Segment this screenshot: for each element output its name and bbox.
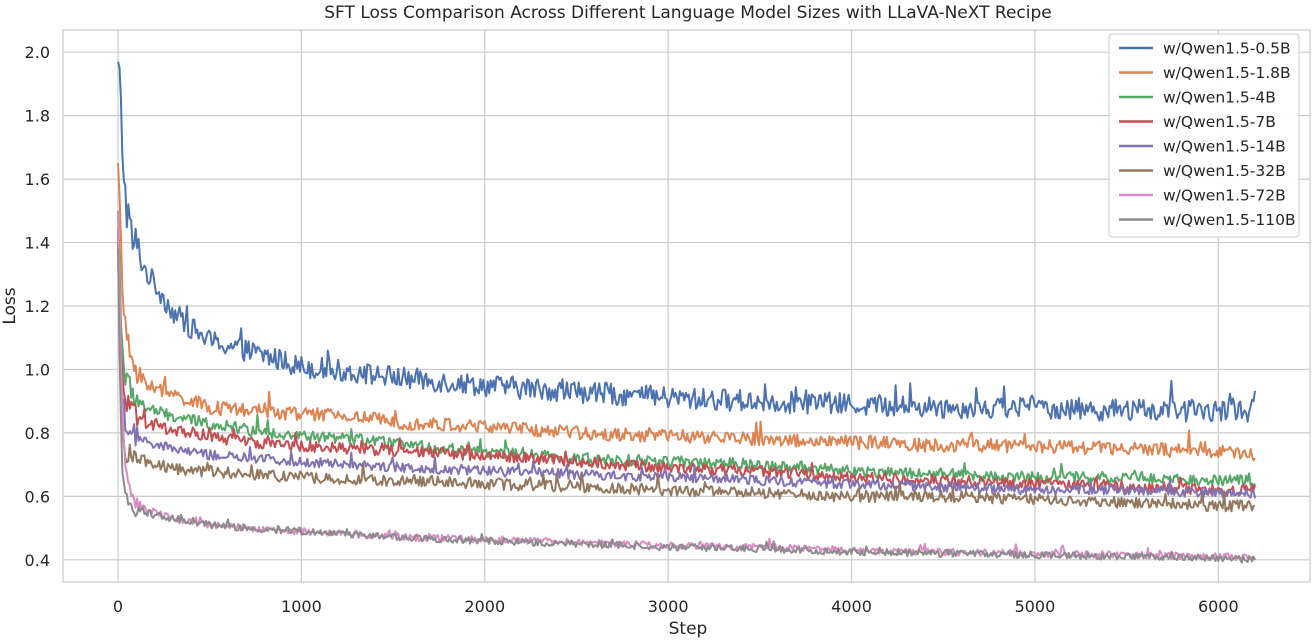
legend-label: w/Qwen1.5-14B	[1163, 138, 1286, 156]
x-axis-ticks: 0 1000 2000 3000 4000 5000 6000	[113, 597, 1239, 616]
legend-entries: w/Qwen1.5-0.5B w/Qwen1.5-1.8B w/Qwen1.5-4B…	[1119, 40, 1296, 229]
x-tick-label: 0	[113, 597, 123, 616]
y-axis-label: Loss	[0, 287, 20, 324]
x-tick-label: 2000	[464, 597, 505, 616]
x-tick-label: 1000	[281, 597, 322, 616]
y-tick-label: 0.8	[25, 424, 50, 443]
x-tick-label: 5000	[1015, 597, 1056, 616]
legend-box	[1108, 33, 1300, 238]
y-tick-label: 1.0	[25, 360, 50, 379]
y-tick-label: 0.4	[25, 551, 50, 570]
y-axis-ticks: 0.4 0.6 0.8 1.0 1.2 1.4 1.6 1.8 2.0	[25, 43, 50, 570]
y-tick-label: 1.4	[25, 234, 50, 253]
x-tick-label: 4000	[831, 597, 872, 616]
series-line-7	[117, 248, 1256, 564]
legend: w/Qwen1.5-0.5B w/Qwen1.5-1.8B w/Qwen1.5-4B…	[1108, 33, 1300, 238]
y-tick-label: 2.0	[25, 43, 50, 62]
series-line-3	[117, 226, 1256, 497]
y-tick-label: 1.8	[25, 107, 50, 126]
series-line-2	[117, 210, 1256, 488]
legend-label: w/Qwen1.5-72B	[1163, 187, 1286, 205]
series-line-5	[117, 242, 1256, 513]
x-tick-label: 6000	[1198, 597, 1239, 616]
legend-label: w/Qwen1.5-7B	[1163, 113, 1276, 131]
y-tick-label: 1.2	[25, 297, 50, 316]
x-axis-label: Step	[669, 619, 708, 639]
series-lines	[117, 61, 1256, 564]
x-tick-label: 3000	[648, 597, 689, 616]
series-line-0	[117, 61, 1256, 423]
legend-label: w/Qwen1.5-110B	[1163, 211, 1296, 229]
y-tick-label: 0.6	[25, 487, 50, 506]
legend-label: w/Qwen1.5-0.5B	[1163, 40, 1291, 58]
legend-label: w/Qwen1.5-32B	[1163, 162, 1286, 180]
y-tick-label: 1.6	[25, 170, 50, 189]
chart-title: SFT Loss Comparison Across Different Lan…	[324, 3, 1051, 23]
legend-label: w/Qwen1.5-4B	[1163, 89, 1276, 107]
series-line-1	[117, 163, 1256, 462]
legend-label: w/Qwen1.5-1.8B	[1163, 64, 1291, 82]
series-line-4	[117, 226, 1256, 499]
